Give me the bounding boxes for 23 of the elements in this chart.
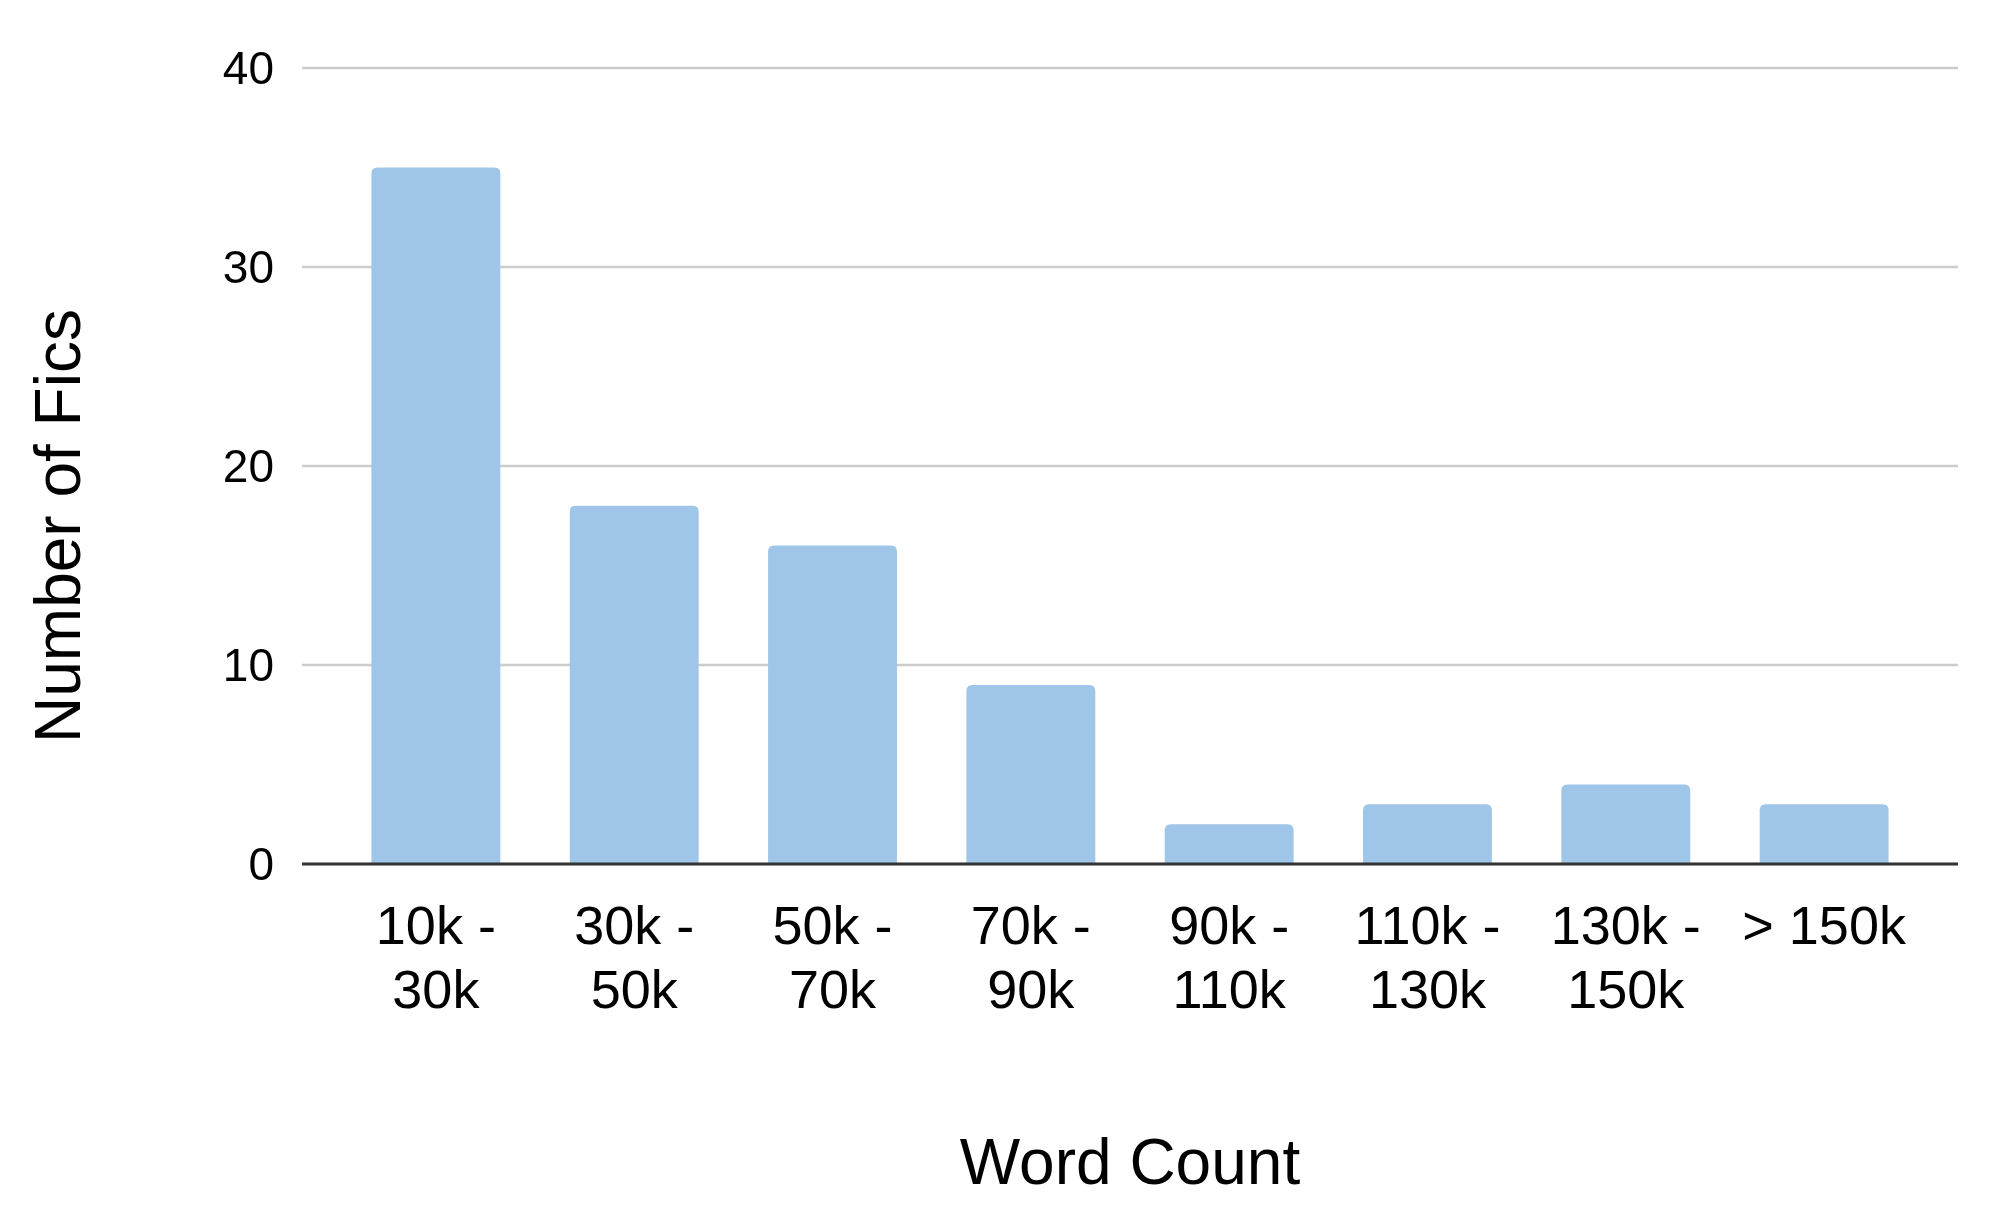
bar <box>966 684 1096 864</box>
x-tick-label: 10k - 30k <box>375 895 496 1019</box>
y-tick-label: 20 <box>222 440 274 493</box>
bar <box>1164 824 1294 864</box>
x-tick-label: 130k - 150k <box>1550 895 1701 1019</box>
x-tick-label: > 150k <box>1742 895 1907 955</box>
y-tick-label: 30 <box>222 241 274 294</box>
y-axis-title: Number of Fics <box>22 309 94 743</box>
y-tick-label: 10 <box>222 639 274 692</box>
bar <box>569 505 699 864</box>
x-tick-label: 110k - 130k <box>1354 895 1501 1019</box>
bar <box>371 167 501 864</box>
x-tick-label: 70k - 90k <box>970 895 1091 1019</box>
x-axis-title: Word Count <box>959 1126 1301 1198</box>
bar <box>768 545 897 864</box>
bar <box>1363 804 1492 864</box>
x-tick-label: 50k - 70k <box>772 895 893 1019</box>
bar <box>1759 804 1889 864</box>
bar <box>1561 784 1691 864</box>
y-tick-label: 40 <box>222 42 274 95</box>
x-tick-label: 30k - 50k <box>574 895 695 1019</box>
y-tick-label: 0 <box>248 838 274 891</box>
x-tick-label: 90k - 110k <box>1169 895 1290 1019</box>
